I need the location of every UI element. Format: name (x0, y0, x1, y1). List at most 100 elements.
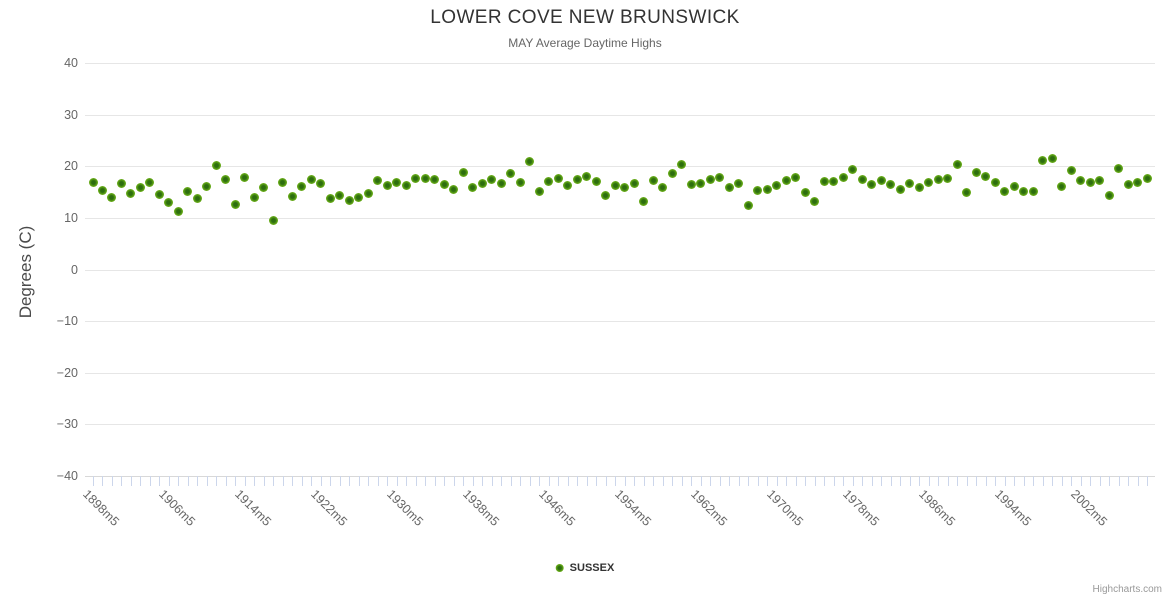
data-point[interactable] (933, 174, 943, 184)
data-point[interactable] (667, 168, 677, 178)
data-point[interactable] (297, 182, 307, 192)
data-point[interactable] (468, 182, 478, 192)
data-point[interactable] (981, 171, 991, 181)
data-point[interactable] (325, 194, 335, 204)
data-point[interactable] (572, 175, 582, 185)
data-point[interactable] (145, 178, 155, 188)
data-point[interactable] (1142, 173, 1152, 183)
data-point[interactable] (563, 180, 573, 190)
data-point[interactable] (601, 191, 611, 201)
data-point[interactable] (829, 177, 839, 187)
data-point[interactable] (107, 193, 117, 203)
data-point[interactable] (373, 176, 383, 186)
data-point[interactable] (316, 178, 326, 188)
data-point[interactable] (183, 187, 193, 197)
data-point[interactable] (88, 178, 98, 188)
data-point[interactable] (819, 177, 829, 187)
data-point[interactable] (648, 175, 658, 185)
data-point[interactable] (392, 177, 402, 187)
data-point[interactable] (344, 195, 354, 205)
data-point[interactable] (496, 179, 506, 189)
data-point[interactable] (287, 191, 297, 201)
data-point[interactable] (1009, 182, 1019, 192)
data-point[interactable] (610, 181, 620, 191)
data-point[interactable] (962, 188, 972, 198)
data-point[interactable] (800, 188, 810, 198)
data-point[interactable] (164, 198, 174, 208)
data-point[interactable] (116, 178, 126, 188)
data-point[interactable] (1028, 186, 1038, 196)
data-point[interactable] (553, 173, 563, 183)
data-point[interactable] (971, 167, 981, 177)
data-point[interactable] (857, 175, 867, 185)
highcharts-credit-link[interactable]: Highcharts.com (1092, 584, 1162, 595)
data-point[interactable] (848, 164, 858, 174)
data-point[interactable] (1066, 165, 1076, 175)
data-point[interactable] (401, 180, 411, 190)
data-point[interactable] (952, 159, 962, 169)
data-point[interactable] (430, 174, 440, 184)
data-point[interactable] (1000, 186, 1010, 196)
data-point[interactable] (677, 159, 687, 169)
data-point[interactable] (943, 173, 953, 183)
data-point[interactable] (230, 200, 240, 210)
data-point[interactable] (1019, 186, 1029, 196)
data-point[interactable] (895, 184, 905, 194)
data-point[interactable] (335, 190, 345, 200)
data-point[interactable] (135, 183, 145, 193)
data-point[interactable] (420, 173, 430, 183)
data-point[interactable] (810, 197, 820, 207)
data-point[interactable] (173, 207, 183, 217)
data-point[interactable] (487, 175, 497, 185)
data-point[interactable] (458, 167, 468, 177)
data-point[interactable] (506, 168, 516, 178)
data-point[interactable] (591, 177, 601, 187)
legend-item-sussex[interactable]: SUSSEX (555, 562, 614, 574)
data-point[interactable] (990, 178, 1000, 188)
data-point[interactable] (306, 175, 316, 185)
data-point[interactable] (867, 179, 877, 189)
data-point[interactable] (354, 193, 364, 203)
data-point[interactable] (1057, 182, 1067, 192)
data-point[interactable] (686, 180, 696, 190)
data-point[interactable] (126, 188, 136, 198)
data-point[interactable] (905, 179, 915, 189)
data-point[interactable] (1085, 178, 1095, 188)
data-point[interactable] (772, 181, 782, 191)
data-point[interactable] (715, 173, 725, 183)
data-point[interactable] (914, 182, 924, 192)
data-point[interactable] (525, 157, 535, 167)
data-point[interactable] (838, 173, 848, 183)
data-point[interactable] (154, 189, 164, 199)
data-point[interactable] (753, 186, 763, 195)
data-point[interactable] (221, 174, 231, 184)
data-point[interactable] (1114, 163, 1123, 173)
data-point[interactable] (544, 176, 554, 186)
data-point[interactable] (211, 160, 221, 170)
data-point[interactable] (743, 200, 753, 210)
data-point[interactable] (1076, 176, 1086, 186)
data-point[interactable] (477, 179, 487, 189)
data-point[interactable] (886, 179, 896, 189)
data-point[interactable] (534, 187, 544, 197)
data-point[interactable] (382, 181, 392, 191)
data-point[interactable] (240, 172, 250, 182)
data-point[interactable] (658, 183, 668, 193)
data-point[interactable] (734, 178, 744, 188)
data-point[interactable] (97, 186, 107, 195)
data-point[interactable] (249, 193, 259, 203)
data-point[interactable] (629, 179, 639, 189)
data-point[interactable] (192, 194, 202, 204)
data-point[interactable] (449, 185, 459, 195)
data-point[interactable] (705, 175, 715, 185)
data-point[interactable] (1104, 190, 1114, 200)
data-point[interactable] (724, 183, 734, 193)
data-point[interactable] (411, 173, 421, 183)
data-point[interactable] (924, 177, 934, 187)
data-point[interactable] (1095, 175, 1105, 185)
data-point[interactable] (639, 197, 649, 207)
data-point[interactable] (582, 171, 592, 181)
data-point[interactable] (1123, 180, 1133, 190)
data-point[interactable] (202, 181, 212, 191)
data-point[interactable] (1133, 177, 1142, 187)
